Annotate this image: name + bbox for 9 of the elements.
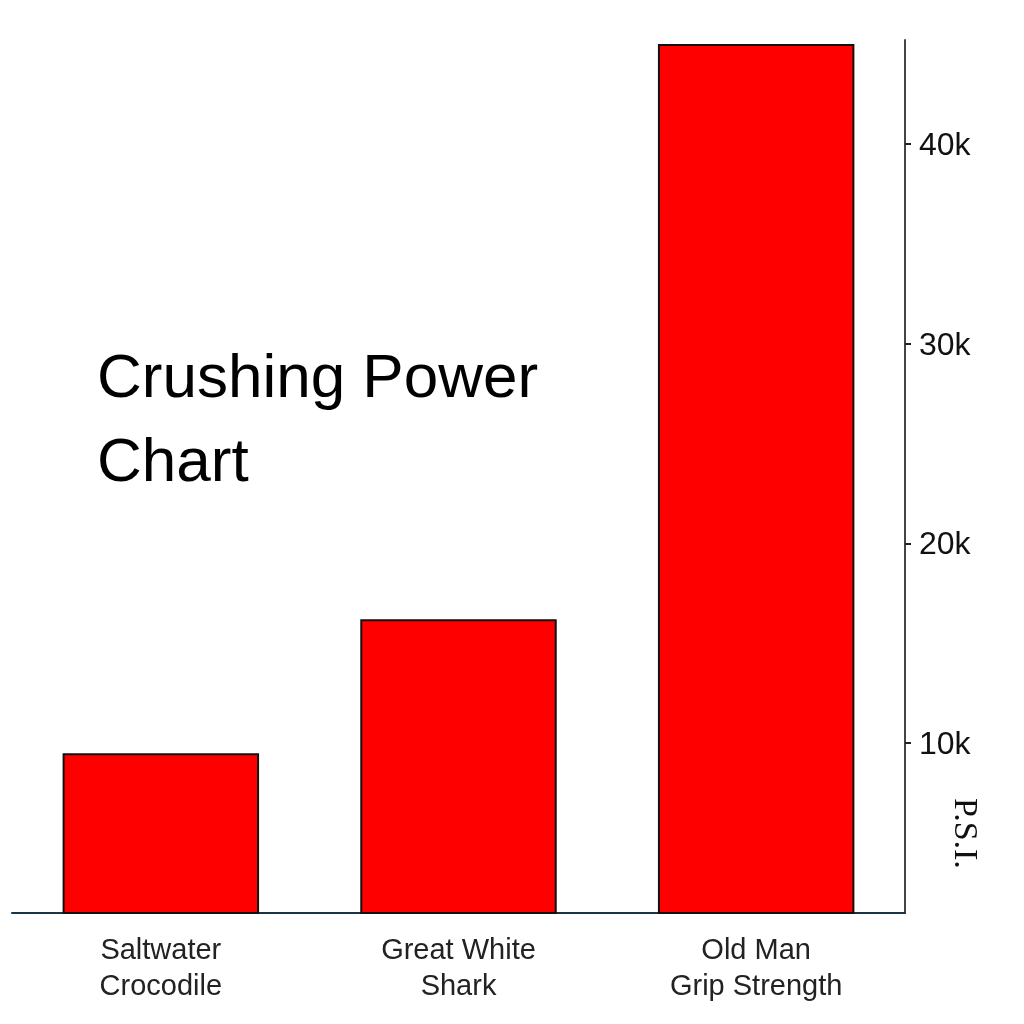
x-tick-label: Saltwater Crocodile (99, 933, 223, 1001)
text: Crushing Power Chart (97, 340, 539, 494)
x-tick-label: Great White Shark (381, 933, 536, 1001)
x-tick-label: Old Man Grip Strength (669, 933, 843, 1001)
y-tick-label: 10k (919, 725, 972, 762)
y-tick-label: 30k (919, 325, 972, 362)
y-axis-title: P.S.I. (947, 798, 985, 869)
y-tick-label: 20k (919, 525, 972, 562)
y-tick-label: 40k (919, 125, 972, 162)
